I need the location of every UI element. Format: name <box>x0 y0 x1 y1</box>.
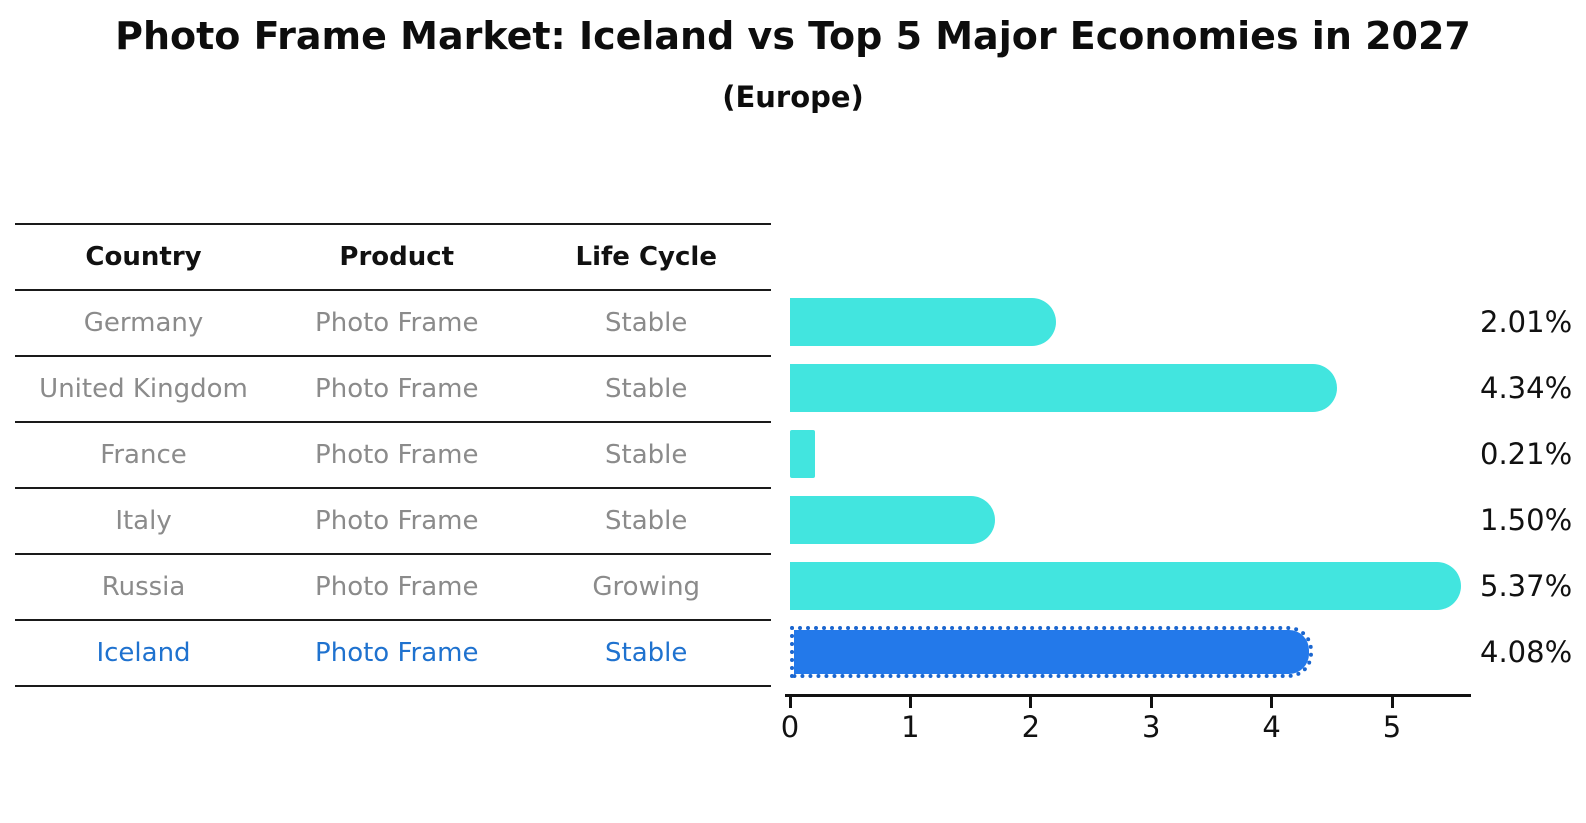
column-header-country: Country <box>85 242 202 272</box>
x-axis-tick <box>908 697 912 708</box>
table-row-france: France Photo Frame Stable <box>15 423 771 489</box>
x-axis-tick <box>1390 697 1394 708</box>
value-label-iceland: 4.08% <box>1480 635 1573 669</box>
life-cycle-cell: Stable <box>605 440 688 470</box>
country-cell: Iceland <box>96 638 191 668</box>
table-row-iceland: Iceland Photo Frame Stable <box>15 621 771 687</box>
bar-germany <box>790 298 1056 346</box>
product-cell: Photo Frame <box>315 308 479 338</box>
table-header-row: Country Product Life Cycle <box>15 223 771 291</box>
bar-italy <box>790 496 995 544</box>
table-row-germany: Germany Photo Frame Stable <box>15 291 771 357</box>
life-cycle-cell: Stable <box>605 374 688 404</box>
country-table: Country Product Life Cycle Germany Photo… <box>15 223 771 687</box>
x-axis-tick <box>1029 697 1033 708</box>
value-label-germany: 2.01% <box>1480 305 1573 339</box>
country-cell: Italy <box>115 506 172 536</box>
x-axis-tick-label: 4 <box>1262 710 1281 744</box>
life-cycle-cell: Stable <box>605 638 688 668</box>
chart-subtitle: (Europe) <box>722 80 864 114</box>
table-row-united-kingdom: United Kingdom Photo Frame Stable <box>15 357 771 423</box>
column-header-life-cycle: Life Cycle <box>575 242 717 272</box>
x-axis-tick <box>1270 697 1274 708</box>
value-label-russia: 5.37% <box>1480 569 1573 603</box>
x-axis-tick-label: 0 <box>780 710 800 744</box>
bar-row <box>790 421 1476 487</box>
bar-row <box>790 355 1476 421</box>
country-cell: Germany <box>83 308 204 338</box>
column-header-product: Product <box>339 242 455 272</box>
product-cell: Photo Frame <box>315 638 479 668</box>
x-axis-tick <box>1149 697 1153 708</box>
x-axis-tick-label: 2 <box>1021 710 1041 744</box>
x-axis: 0 1 2 3 4 5 <box>781 694 1471 754</box>
life-cycle-cell: Stable <box>605 506 688 536</box>
product-cell: Photo Frame <box>315 374 479 404</box>
product-cell: Photo Frame <box>315 440 479 470</box>
bar-russia <box>790 562 1461 610</box>
bar-row <box>790 289 1476 355</box>
value-label-united-kingdom: 4.34% <box>1480 371 1573 405</box>
x-axis-line <box>785 694 1471 697</box>
chart-title: Photo Frame Market: Iceland vs Top 5 Maj… <box>115 14 1471 58</box>
country-cell: France <box>100 440 187 470</box>
bar-united-kingdom <box>790 364 1337 412</box>
table-row-italy: Italy Photo Frame Stable <box>15 489 771 555</box>
country-cell: United Kingdom <box>39 374 248 404</box>
product-cell: Photo Frame <box>315 506 479 536</box>
country-cell: Russia <box>101 572 186 602</box>
bar-row <box>790 619 1476 685</box>
life-cycle-cell: Growing <box>592 572 701 602</box>
x-axis-tick-label: 3 <box>1141 710 1161 744</box>
table-row-russia: Russia Photo Frame Growing <box>15 555 771 621</box>
bar-row <box>790 553 1476 619</box>
value-label-italy: 1.50% <box>1480 503 1573 537</box>
value-label-france: 0.21% <box>1480 437 1573 471</box>
bar-plot-area <box>790 289 1476 685</box>
bar-iceland-highlighted <box>790 626 1314 678</box>
bar-row <box>790 487 1476 553</box>
life-cycle-cell: Stable <box>605 308 688 338</box>
x-axis-tick-label: 1 <box>901 710 920 744</box>
bar-france <box>790 430 816 478</box>
x-axis-tick-label: 5 <box>1382 710 1402 744</box>
product-cell: Photo Frame <box>315 572 479 602</box>
value-labels: 2.01% 4.34% 0.21% 1.50% 5.37% 4.08% <box>1480 289 1586 685</box>
x-axis-tick <box>788 697 792 708</box>
